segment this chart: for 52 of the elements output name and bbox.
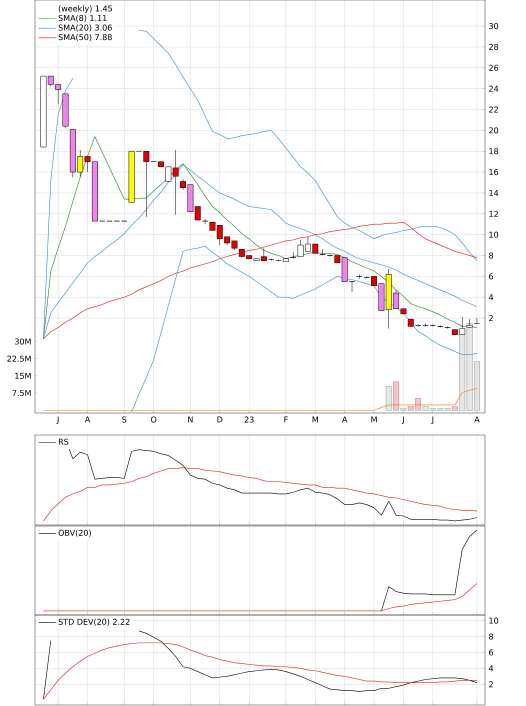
x-tick-label: A: [474, 416, 480, 422]
x-tick-label: S: [122, 416, 126, 423]
x-tick-label: A: [84, 416, 90, 422]
legend-label: SMA(50) 7.88: [58, 34, 112, 42]
y-tick-label: 26: [489, 64, 498, 71]
y-tick-label: 8: [489, 633, 494, 640]
y2-tick-label: 30M: [14, 338, 31, 345]
legend-label: RS: [58, 438, 68, 445]
y2-tick-label: 15M: [15, 372, 31, 379]
legend-label: STD DEV(20) 2.22: [58, 618, 130, 626]
y-tick-label: 6: [489, 273, 494, 280]
y-tick-label: 10: [489, 232, 498, 238]
candlestick: [474, 318, 480, 325]
y-tick-label: 4: [488, 294, 494, 300]
y-tick-label: 2: [489, 315, 493, 322]
candlestick: [422, 323, 428, 327]
y-tick-label: 18: [489, 148, 498, 154]
legend-label: SMA(20) 3.06: [58, 24, 112, 32]
x-tick-label: O: [150, 416, 156, 423]
y-tick-label: 14: [489, 190, 498, 196]
candlestick: [444, 326, 450, 329]
y-tick-label: 8: [489, 252, 494, 259]
x-tick-label: N: [188, 416, 193, 422]
y-tick-label: 20: [489, 127, 498, 134]
y2-tick-label: 22.5M: [7, 356, 31, 362]
y-tick-label: 10: [489, 618, 498, 624]
y2-tick-label: 7.5M: [12, 390, 31, 396]
legend-label: SMA(8) 1.11: [58, 14, 107, 22]
candlestick: [327, 254, 333, 257]
x-tick-label: J: [431, 416, 434, 424]
y-tick-label: 28: [489, 44, 498, 50]
x-tick-label: J: [56, 416, 59, 424]
candlestick: [202, 218, 208, 224]
y-tick-label: 6: [489, 649, 494, 656]
legend-label: OBV(20): [58, 530, 91, 537]
candlestick: [466, 318, 473, 328]
candlestick: [349, 281, 355, 292]
x-tick-label: 23: [244, 416, 254, 423]
y-tick-label: 2: [489, 681, 493, 688]
y-tick-label: 24: [489, 86, 498, 92]
x-tick-label: D: [217, 416, 222, 422]
y-tick-label: 12: [489, 210, 498, 217]
x-tick-label: J: [402, 416, 404, 424]
x-tick-label: A: [342, 416, 348, 422]
y-tick-label: 30: [489, 23, 498, 30]
legend-title: (weekly) 1.45: [58, 5, 112, 14]
y-tick-label: 22: [489, 106, 498, 112]
x-tick-label: M: [312, 416, 318, 422]
x-tick-label: M: [371, 416, 377, 422]
y-tick-label: 16: [489, 169, 498, 176]
y-tick-label: 4: [488, 665, 494, 672]
x-tick-label: F: [284, 416, 288, 422]
